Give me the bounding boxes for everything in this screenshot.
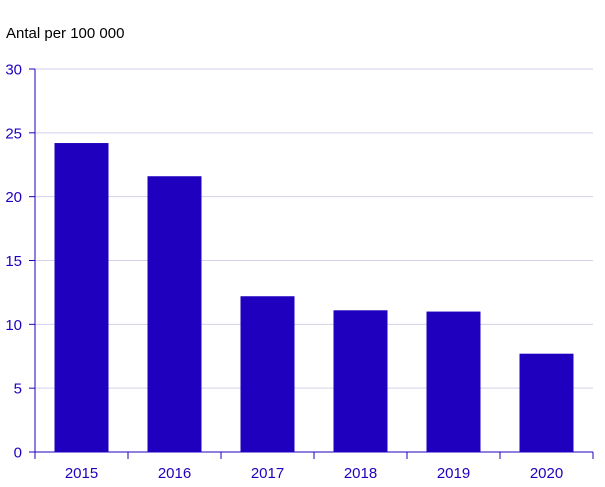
y-tick-label: 0 — [14, 445, 22, 462]
x-axis-ticks: 2015 2016 2017 2018 2019 2020 — [34, 452, 594, 482]
bar-2018 — [333, 310, 388, 452]
y-tick-label: 20 — [5, 189, 22, 206]
y-axis-label: Antal per 100 000 — [6, 25, 124, 42]
gridlines — [35, 68, 593, 389]
bar-2015 — [54, 143, 109, 452]
x-tick-label: 2017 — [251, 465, 284, 482]
bar-2017 — [240, 296, 295, 452]
x-tick-label: 2015 — [65, 465, 98, 482]
x-tick-label: 2018 — [344, 465, 377, 482]
y-tick-label: 15 — [5, 253, 22, 270]
bar-2020 — [519, 353, 574, 452]
y-tick-label: 30 — [5, 62, 22, 79]
x-tick-label: 2020 — [530, 465, 563, 482]
bar-series — [54, 143, 574, 453]
y-axis-ticks: 0 5 10 15 20 25 30 — [5, 62, 35, 462]
y-tick-label: 25 — [5, 125, 22, 142]
bar-2016 — [147, 176, 202, 453]
x-tick-label: 2016 — [158, 465, 191, 482]
y-tick-label: 10 — [5, 317, 22, 334]
bar-2019 — [426, 311, 481, 452]
y-tick-label: 5 — [14, 381, 22, 398]
x-tick-label: 2019 — [437, 465, 470, 482]
